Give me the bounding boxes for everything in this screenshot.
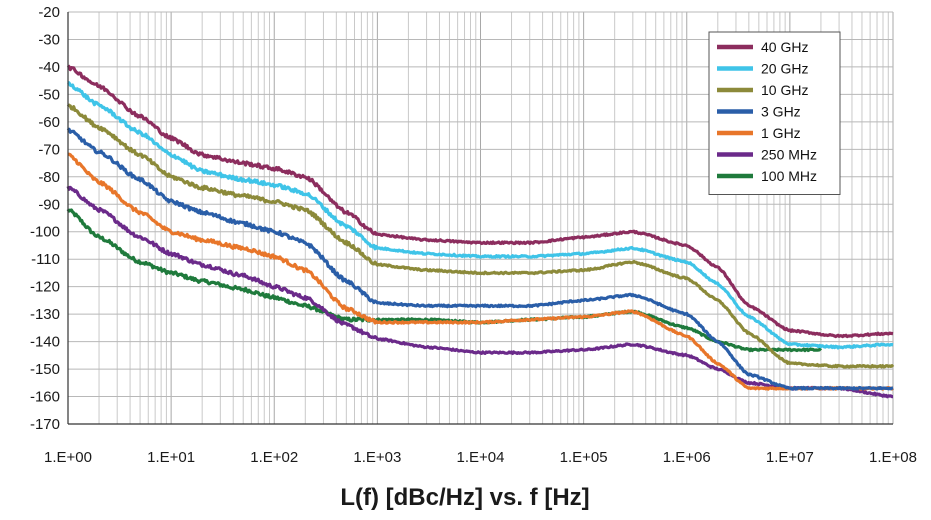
x-tick-label: 1.E+01	[147, 449, 195, 466]
x-tick-label: 1.E+00	[44, 449, 92, 466]
legend-label: 10 GHz	[761, 82, 808, 98]
y-tick-label: -70	[38, 141, 60, 158]
legend-label: 3 GHz	[761, 104, 801, 120]
series-line	[66, 64, 894, 339]
y-tick-label: -60	[38, 114, 60, 131]
x-tick-label: 1.E+03	[353, 449, 401, 466]
y-tick-label: -40	[38, 59, 60, 76]
series-line	[66, 185, 894, 399]
series-line	[67, 80, 894, 350]
axes: -20 -30 -40 -50 -60 -70 -80 -90 -100 -110 -120 -130…	[30, 4, 917, 466]
y-tick-label: -110	[31, 251, 60, 268]
y-tick-label: -30	[38, 31, 60, 48]
legend-label: 100 MHz	[761, 168, 817, 184]
x-axis-label: L(f) [dBc/Hz] vs. f [Hz]	[340, 484, 589, 511]
y-tick-label: -80	[38, 169, 60, 186]
series-line	[66, 208, 823, 353]
y-tick-label: -100	[30, 224, 60, 241]
x-tick-label: 1.E+02	[250, 449, 298, 466]
y-tick-label: -160	[30, 389, 60, 406]
x-tick-label: 1.E+04	[457, 449, 505, 466]
x-tick-label: 1.E+06	[663, 449, 711, 466]
series-line	[67, 152, 895, 391]
legend-label: 20 GHz	[761, 61, 808, 77]
y-tick-label: -150	[30, 361, 60, 378]
y-tick-label: -170	[30, 416, 60, 433]
legend-label: 1 GHz	[761, 125, 801, 141]
y-tick-label: -130	[30, 306, 60, 323]
legend-label: 250 MHz	[761, 147, 817, 163]
series-line	[66, 103, 895, 369]
legend-label: 40 GHz	[761, 39, 808, 55]
x-tick-label: 1.E+07	[766, 449, 814, 466]
x-tick-label: 1.E+08	[869, 449, 917, 466]
legend: 40 GHz 20 GHz 10 GHz 3 GHz 1 GHz 250 MHz 100 M…	[708, 31, 841, 195]
y-tick-label: -90	[38, 196, 60, 213]
y-tick-label: -140	[30, 334, 60, 351]
series-lines	[66, 64, 895, 399]
y-tick-label: -50	[38, 86, 60, 103]
x-tick-label: 1.E+05	[560, 449, 608, 466]
series-line	[66, 127, 894, 391]
y-tick-label: -20	[38, 4, 60, 21]
y-tick-label: -120	[30, 279, 60, 296]
